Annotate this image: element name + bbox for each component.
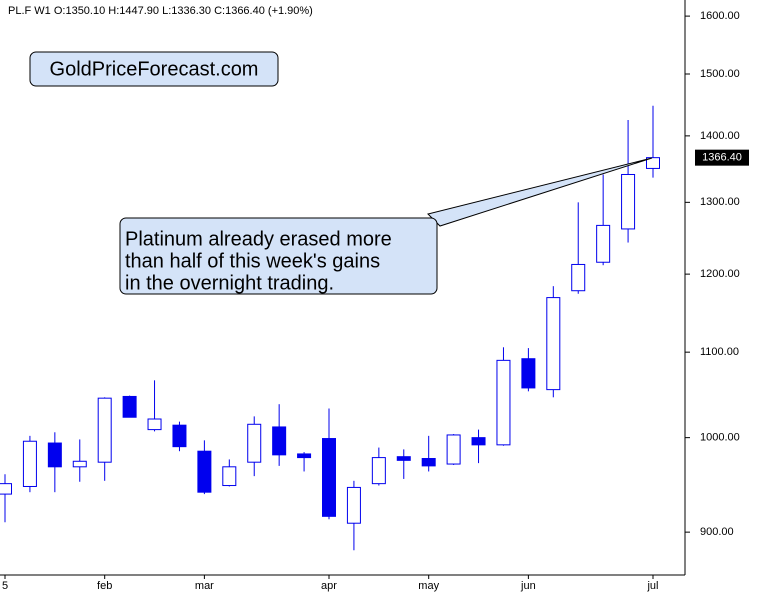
candle-body [322,438,336,517]
y-tick-label: 1000.00 [700,432,740,444]
candle-body [546,297,561,391]
candle-body [247,423,262,463]
x-tick-label: jul [646,580,658,592]
x-tick-label: apr [321,580,337,592]
annotation-line: in the overnight trading. [125,272,334,294]
annotation-line: than half of this week's gains [125,250,380,272]
candle-body [22,440,37,487]
candle-body [496,359,511,446]
x-tick-label: may [418,580,439,592]
chart-title: PL.F W1 O:1350.10 H:1447.90 L:1336.30 C:… [8,5,313,17]
candle-body [421,458,436,467]
candle-body [521,358,536,389]
candle-body [571,263,586,292]
y-tick-label: 1200.00 [700,268,740,280]
watermark: GoldPriceForecast.com [50,58,259,80]
candle-body [172,424,187,448]
y-tick-label: 900.00 [700,526,734,538]
x-tick-label: jun [520,580,536,592]
candle-body [346,486,361,524]
candle-body [396,456,411,461]
y-tick-label: 1100.00 [700,346,739,358]
candle-body [222,466,237,487]
candle-body [297,453,312,459]
candle-body [596,224,611,263]
candle-body [0,483,12,495]
x-tick-label: feb [97,580,112,592]
callout-box [119,217,438,295]
candle-body [371,457,386,485]
candle-body [197,450,212,493]
x-tick-label: mar [195,580,214,592]
candles [0,105,660,551]
annotation-line: Platinum already erased more [125,228,392,250]
candle-body [621,173,636,230]
watermark-box [29,51,279,87]
last-price-label: 1366.40 [702,152,742,164]
y-tick-label: 1400.00 [700,130,740,142]
candle-body [272,426,287,456]
x-tick-label: 5 [2,580,8,592]
candle-body [122,395,137,418]
candle-body [147,418,162,431]
y-tick-label: 1300.00 [700,196,740,208]
last-price-box [695,149,749,166]
candle-body [47,442,62,468]
candle-body [97,397,112,463]
candle-body [72,460,87,468]
y-tick-label: 1500.00 [700,68,740,80]
candle-body [471,437,486,446]
y-tick-label: 1600.00 [700,10,740,22]
candle-body [646,157,660,169]
candle-body [446,434,461,465]
